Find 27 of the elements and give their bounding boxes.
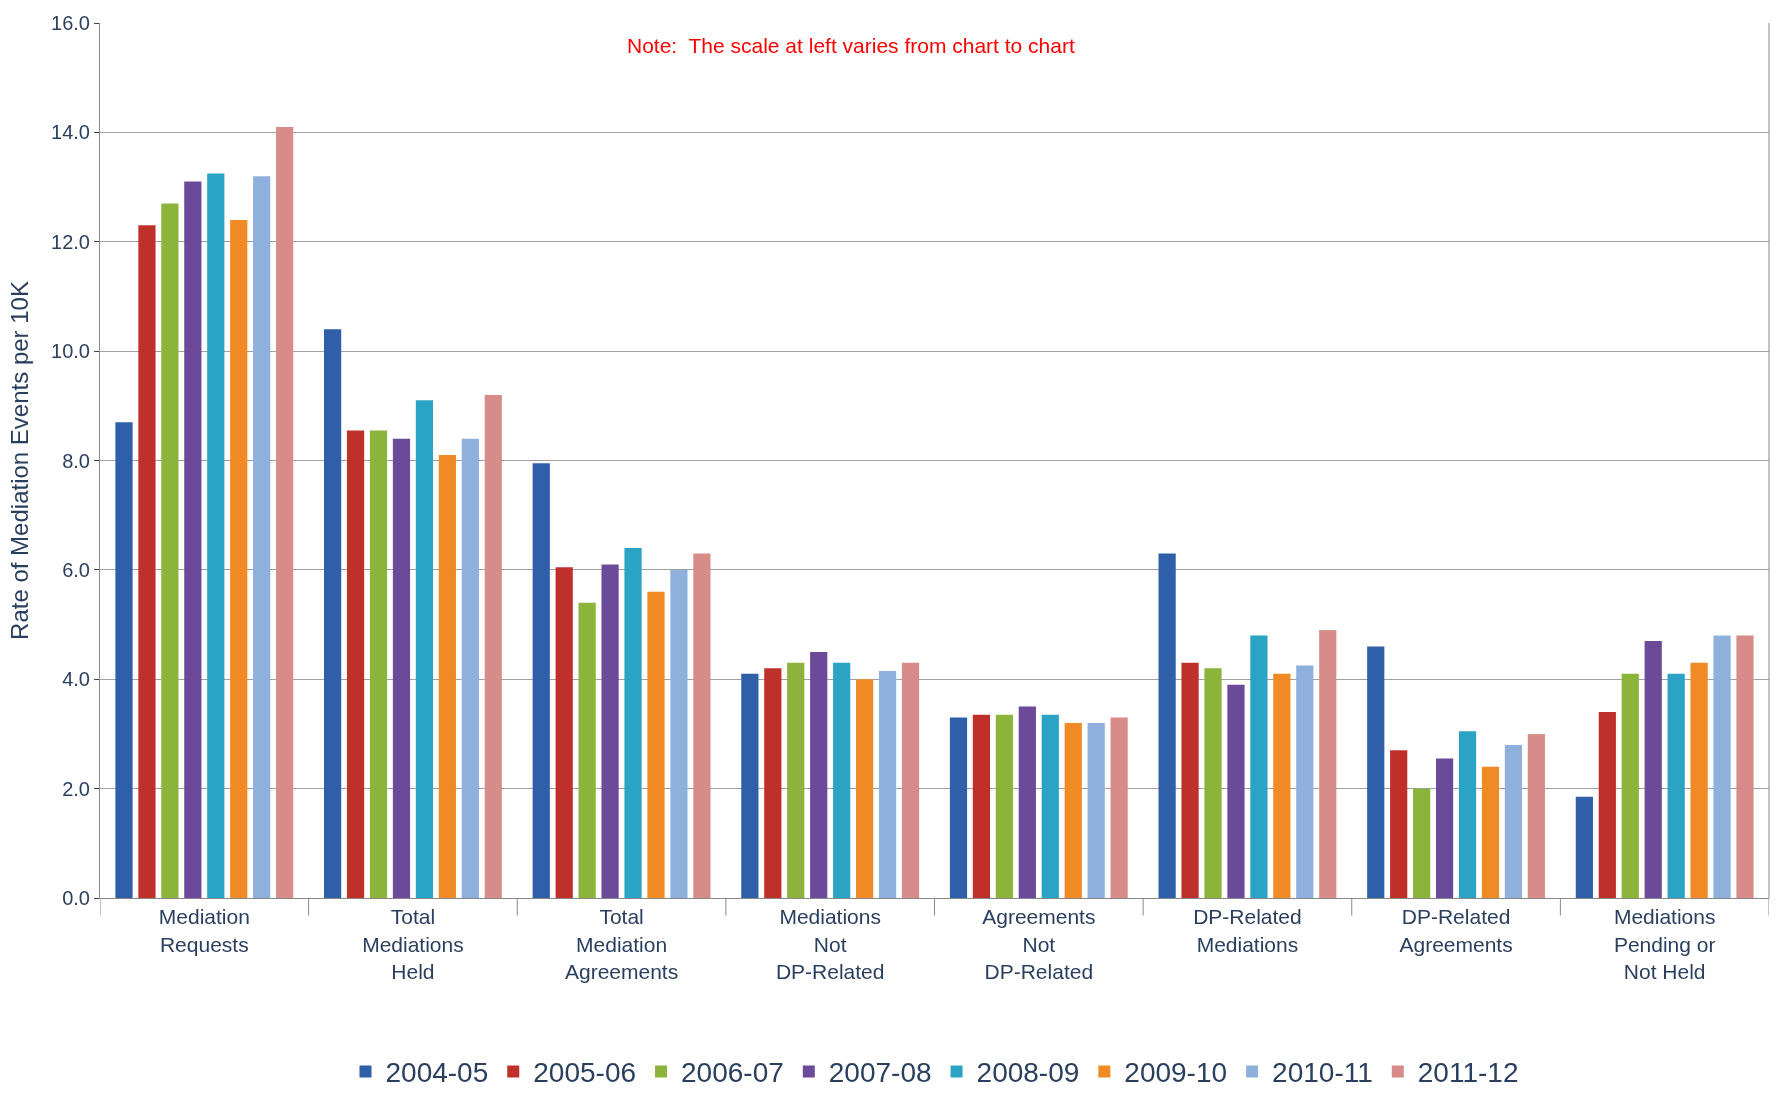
y-tick-label: 0.0 bbox=[62, 887, 90, 909]
y-tick-label: 4.0 bbox=[62, 668, 90, 691]
y-tick-label: 16.0 bbox=[51, 12, 90, 34]
y-tick-label: 14.0 bbox=[51, 121, 90, 144]
x-tick-label: Agreements Not DP-Related bbox=[982, 905, 1096, 983]
x-tick-label: DP-Related Mediations bbox=[1193, 905, 1302, 956]
y-axis-title: Rate of Mediation Events per 10K bbox=[6, 281, 34, 640]
legend-label: 2010-11 bbox=[1272, 1057, 1373, 1089]
legend-label: 2004-05 bbox=[385, 1057, 489, 1089]
legend-label: 2007-08 bbox=[828, 1057, 932, 1089]
y-tick-label: 12.0 bbox=[51, 230, 90, 253]
legend-label: 2005-06 bbox=[533, 1057, 637, 1089]
y-tick-label: 2.0 bbox=[62, 777, 90, 800]
x-tick-label: Total Mediations Held bbox=[362, 905, 464, 983]
x-tick-label: Mediations Not DP-Related bbox=[775, 905, 885, 983]
y-tick-label: 10.0 bbox=[51, 340, 90, 363]
x-tick-label: Total Mediation Agreements bbox=[564, 905, 679, 983]
legend-label: 2006-07 bbox=[681, 1057, 784, 1089]
x-tick-label: Mediations Pending or Not Held bbox=[1613, 905, 1716, 983]
x-tick-label: DP-Related Agreements bbox=[1399, 905, 1513, 956]
legend-label: 2011-12 bbox=[1417, 1057, 1519, 1089]
x-tick-label: Mediation Requests bbox=[158, 905, 250, 956]
annotation: Note: The scale at left varies from chart to chart bbox=[627, 34, 1075, 57]
legend-label: 2008-09 bbox=[976, 1057, 1080, 1089]
y-tick-label: 6.0 bbox=[62, 558, 90, 581]
y-tick-label: 8.0 bbox=[62, 449, 90, 472]
legend-label: 2009-10 bbox=[1124, 1057, 1228, 1089]
